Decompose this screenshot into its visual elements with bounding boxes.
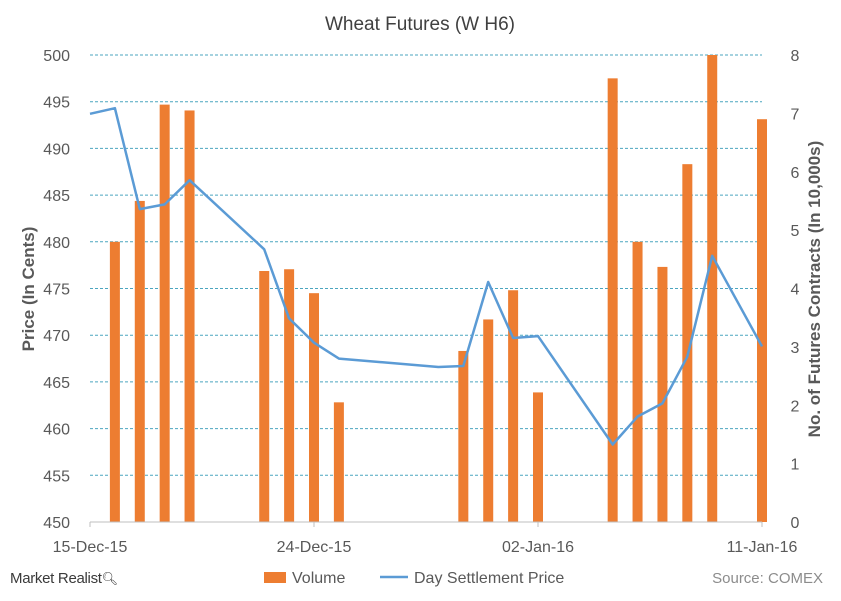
volume-bar xyxy=(109,241,120,523)
legend-volume-label: Volume xyxy=(292,570,345,587)
price-line xyxy=(89,106,764,446)
left-tick-label: 480 xyxy=(43,235,70,252)
logo-text: Market Realist xyxy=(10,570,102,587)
left-tick-label: 455 xyxy=(43,468,70,485)
x-tick-label: 11-Jan-16 xyxy=(727,539,798,556)
right-tick-label: 0 xyxy=(791,515,800,532)
volume-bar xyxy=(757,119,767,523)
right-axis-label: No. of Futures Contracts (In 10,000s) xyxy=(805,141,824,438)
axes: 450 455 460 465 470 475 480 485 490 495 500 0 1 2 3 4 5 6… xyxy=(43,48,799,556)
price-series-line xyxy=(89,106,764,446)
legend: Volume Day Settlement Price xyxy=(264,570,564,587)
market-realist-logo: Market Realist🔍︎ xyxy=(10,570,118,587)
right-tick-label: 1 xyxy=(791,457,800,474)
volume-bar xyxy=(707,55,718,522)
magnifier-icon: 🔍︎ xyxy=(101,571,119,586)
volume-bar xyxy=(134,200,145,522)
volume-bar xyxy=(607,78,618,522)
right-tick-label: 4 xyxy=(791,282,800,299)
legend-price-label: Day Settlement Price xyxy=(414,570,564,587)
volume-bar xyxy=(259,270,270,522)
left-tick-label: 490 xyxy=(43,141,70,158)
chart-title: Wheat Futures (W H6) xyxy=(325,14,515,35)
volume-bar xyxy=(184,110,195,523)
right-tick-label: 2 xyxy=(791,398,800,415)
right-tick-label: 6 xyxy=(791,165,800,182)
left-tick-label: 485 xyxy=(43,188,70,205)
left-tick-label: 450 xyxy=(43,515,70,532)
x-tick-label: 24-Dec-15 xyxy=(277,539,352,556)
volume-bar xyxy=(284,269,295,522)
volume-bar xyxy=(657,266,668,522)
volume-bar xyxy=(632,241,643,523)
left-tick-label: 470 xyxy=(43,328,70,345)
right-tick-label: 8 xyxy=(791,48,800,65)
volume-bar xyxy=(682,164,693,522)
legend-volume-swatch xyxy=(264,572,286,583)
volume-bar xyxy=(333,402,344,522)
x-tick-label: 15-Dec-15 xyxy=(53,539,128,556)
left-tick-label: 475 xyxy=(43,282,70,299)
left-tick-label: 500 xyxy=(43,48,70,65)
right-tick-label: 7 xyxy=(791,106,800,123)
left-axis-label: Price (In Cents) xyxy=(19,227,38,352)
volume-bars xyxy=(109,55,767,523)
source-note: Source: COMEX xyxy=(712,570,823,587)
left-tick-label: 495 xyxy=(43,95,70,112)
volume-bar xyxy=(309,293,319,522)
right-tick-label: 5 xyxy=(791,223,800,240)
left-tick-label: 465 xyxy=(43,375,70,392)
volume-bar xyxy=(508,290,519,522)
left-tick-label: 460 xyxy=(43,422,70,439)
volume-bar xyxy=(159,104,170,523)
volume-bar xyxy=(483,319,494,522)
volume-bar xyxy=(458,350,469,522)
volume-bar xyxy=(533,392,543,522)
right-tick-label: 3 xyxy=(791,340,800,357)
x-tick-label: 02-Jan-16 xyxy=(502,539,574,556)
gridlines xyxy=(90,54,762,476)
